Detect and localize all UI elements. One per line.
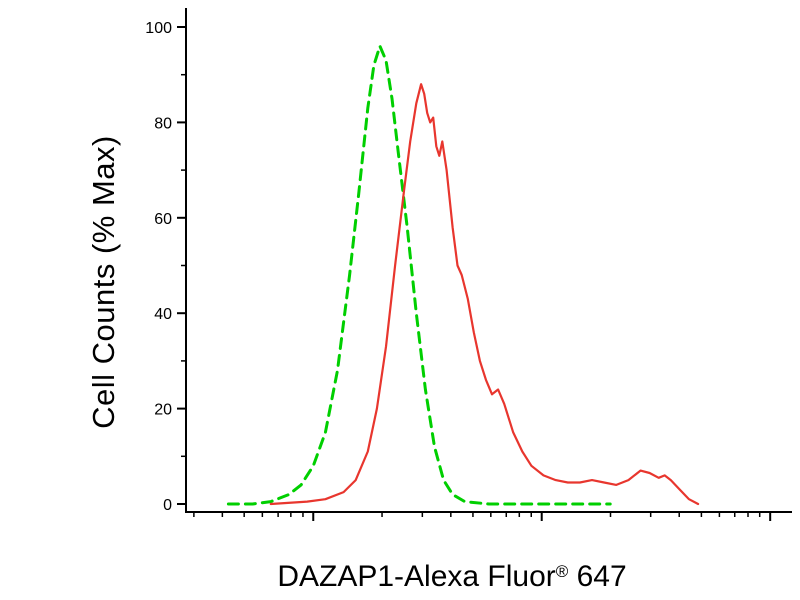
svg-text:40: 40 (154, 306, 172, 323)
x-axis-title-main: DAZAP1-Alexa Fluor (277, 560, 556, 593)
registered-trademark-symbol: ® (555, 562, 569, 581)
x-axis-title-suffix: 647 (568, 560, 627, 593)
svg-text:60: 60 (154, 211, 172, 228)
y-axis-title: Cell Counts (% Max) (86, 135, 121, 429)
svg-text:0: 0 (163, 497, 172, 514)
series-control-dashed-green (226, 44, 612, 506)
x-axis-title: DAZAP1-Alexa Fluor® 647 (277, 560, 626, 594)
svg-text:100: 100 (145, 20, 172, 37)
svg-text:20: 20 (154, 402, 172, 419)
svg-text:80: 80 (154, 115, 172, 132)
series-sample-solid-red (269, 83, 700, 506)
